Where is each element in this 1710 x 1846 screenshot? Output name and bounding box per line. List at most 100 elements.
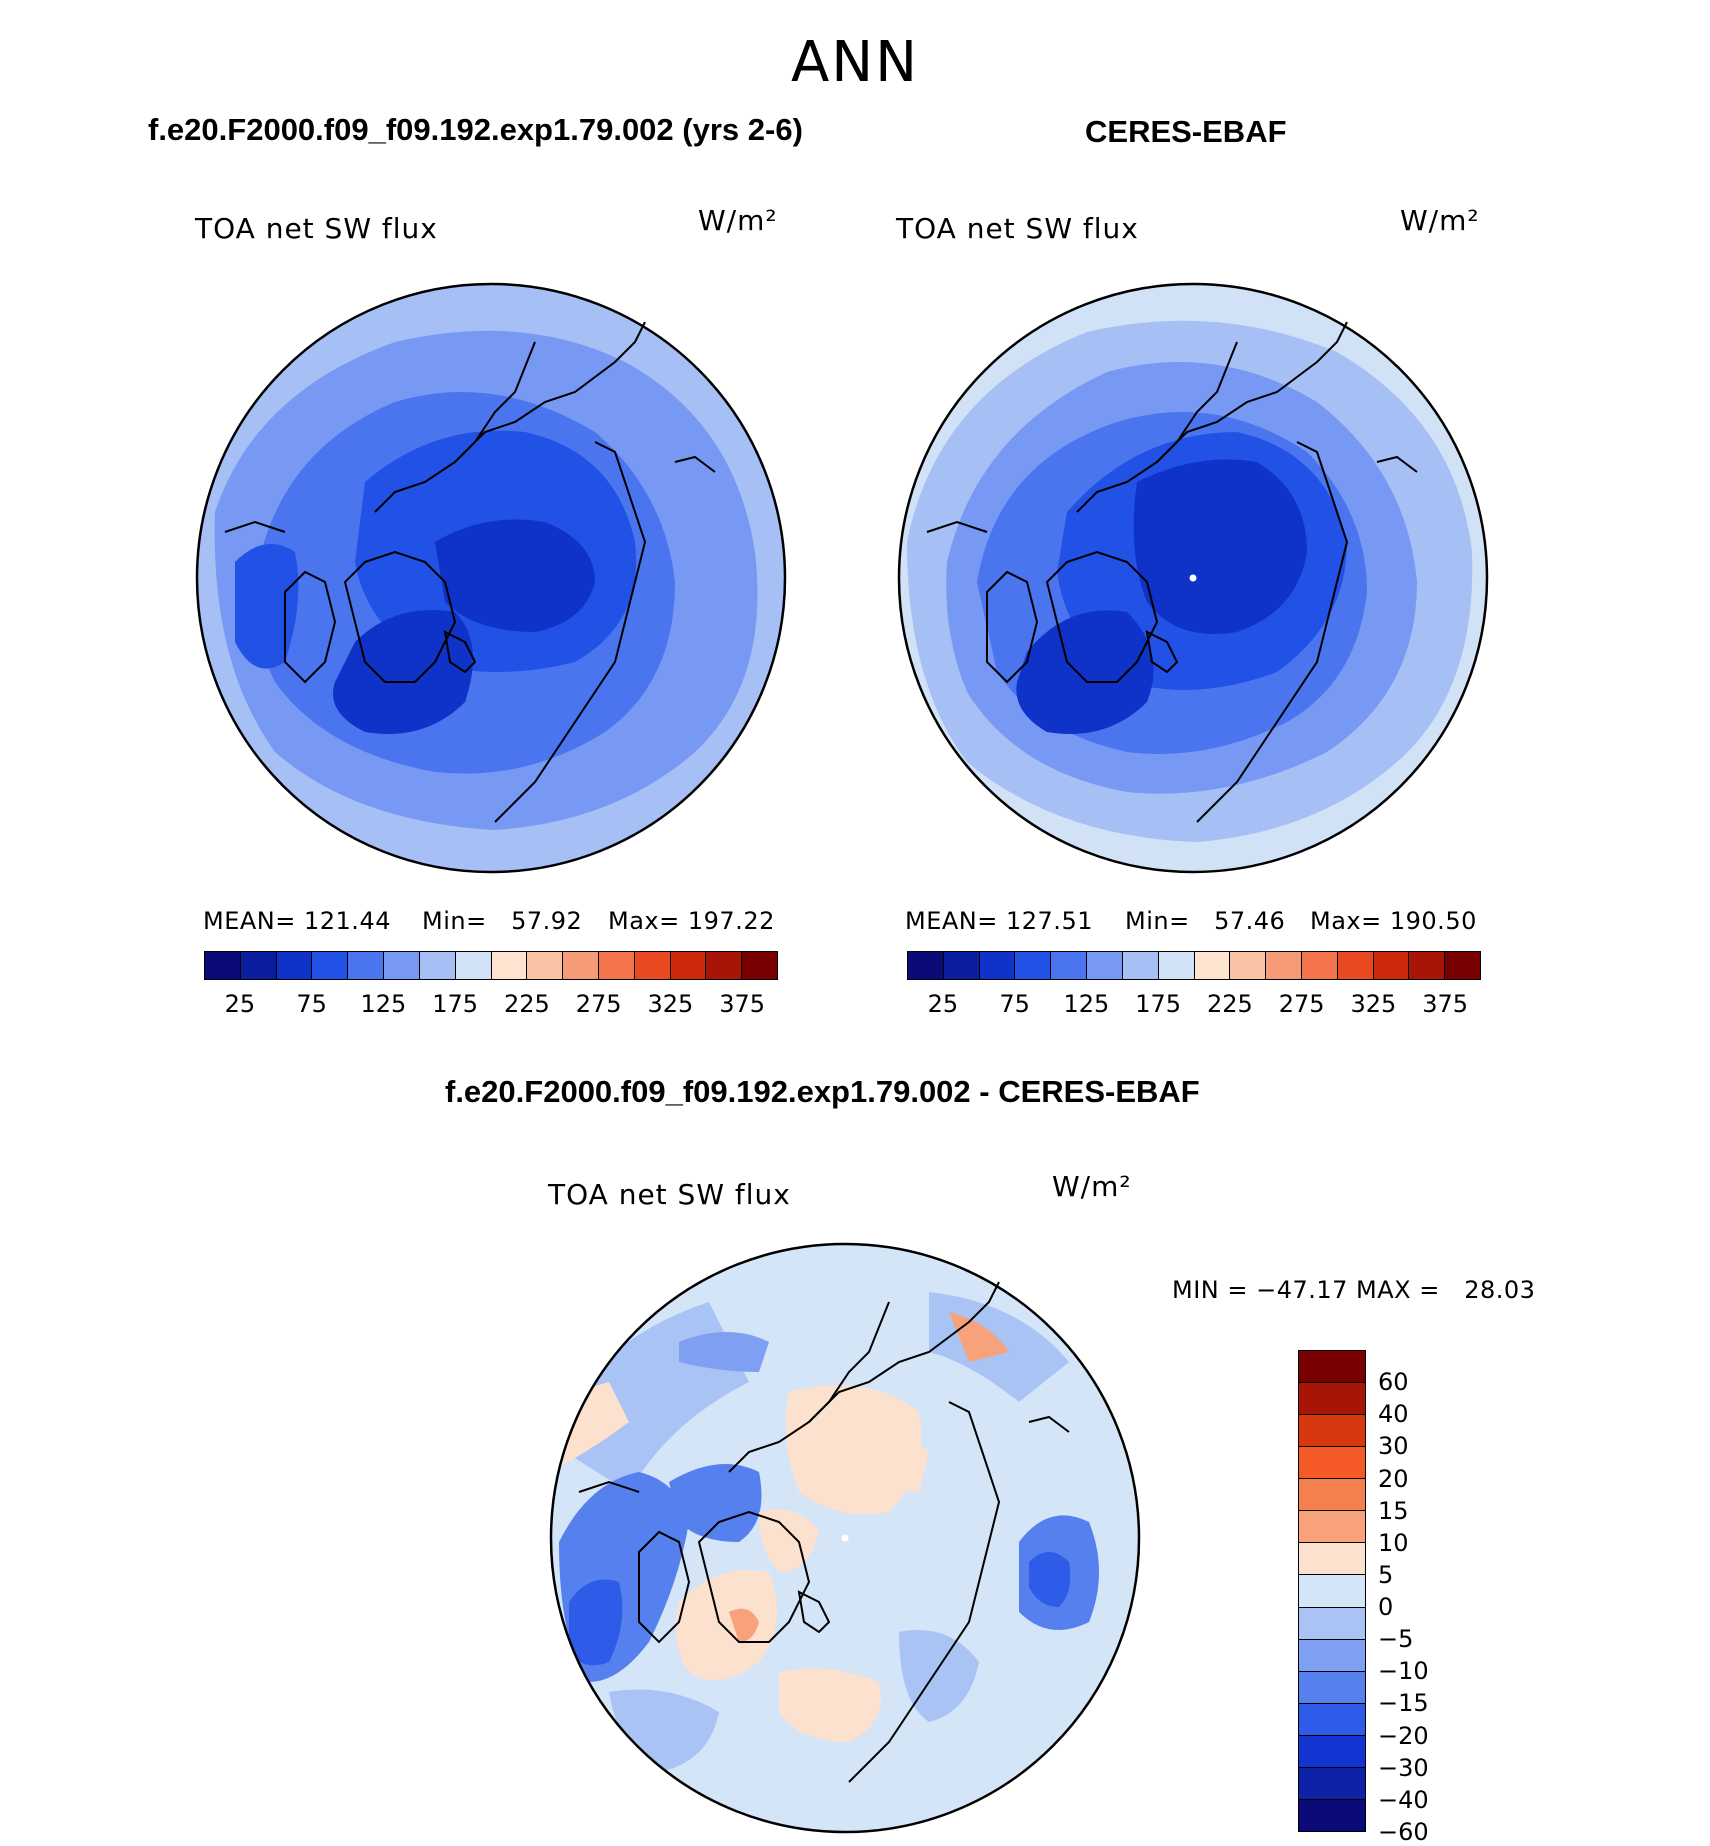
diff-colorbar-tick-label: 10 bbox=[1378, 1528, 1409, 1557]
obs-colorbar-swatch bbox=[1266, 952, 1302, 979]
obs-coastlines bbox=[926, 321, 1418, 823]
obs-colorbar-tick-label: 125 bbox=[1063, 990, 1110, 1018]
diff-polar-map bbox=[549, 1242, 1141, 1834]
diff-colorbar-tick-label: 60 bbox=[1378, 1368, 1409, 1397]
model-mean-stat: MEAN= 121.44 bbox=[203, 907, 391, 935]
model-colorbar-swatch bbox=[491, 952, 528, 979]
model-colorbar-swatch bbox=[527, 952, 564, 979]
diff-colorbar-tick-label: −40 bbox=[1378, 1785, 1429, 1814]
obs-colorbar-swatch bbox=[1230, 952, 1267, 979]
model-colorbar-swatch bbox=[455, 952, 492, 979]
obs-colorbar-swatch bbox=[1445, 952, 1480, 979]
diff-colorbar-tick-label: −5 bbox=[1378, 1625, 1414, 1654]
diff-colorbar bbox=[1298, 1350, 1366, 1832]
diff-colorbar-swatch bbox=[1299, 1415, 1365, 1448]
model-colorbar-swatch bbox=[348, 952, 385, 979]
model-map-border bbox=[195, 282, 787, 874]
obs-colorbar-swatch bbox=[1301, 952, 1338, 979]
obs-panel-title: CERES-EBAF bbox=[1085, 114, 1287, 149]
obs-colorbar-tick-label: 25 bbox=[927, 990, 959, 1018]
diff-colorbar-tick-label: −15 bbox=[1378, 1689, 1429, 1718]
model-colorbar bbox=[204, 951, 778, 980]
obs-pole-marker bbox=[1189, 574, 1197, 582]
obs-colorbar-tick-label: 325 bbox=[1350, 990, 1397, 1018]
obs-colorbar-swatch bbox=[1373, 952, 1410, 979]
obs-colorbar-swatch bbox=[943, 952, 980, 979]
model-colorbar-swatch bbox=[670, 952, 707, 979]
model-colorbar-ticks: 25 75 125 175 225 275 325 375 bbox=[204, 990, 778, 1020]
diff-colorbar-swatch bbox=[1299, 1703, 1365, 1736]
diff-colorbar-tick-label: 15 bbox=[1378, 1496, 1409, 1525]
obs-colorbar-swatch bbox=[1122, 952, 1159, 979]
diff-colorbar-swatch bbox=[1299, 1383, 1365, 1416]
obs-colorbar-swatch bbox=[1194, 952, 1231, 979]
diff-colorbar-tick-label: 20 bbox=[1378, 1464, 1409, 1493]
diff-colorbar-swatch bbox=[1299, 1639, 1365, 1672]
model-colorbar-tick-label: 275 bbox=[575, 990, 622, 1018]
obs-colorbar-swatch bbox=[1158, 952, 1195, 979]
model-colorbar-swatch bbox=[384, 952, 420, 979]
obs-units-label: W/m² bbox=[1400, 204, 1480, 237]
model-colorbar-tick-label: 25 bbox=[224, 990, 256, 1018]
obs-colorbar-swatch bbox=[1051, 952, 1088, 979]
model-colorbar-tick-label: 375 bbox=[719, 990, 766, 1018]
model-colorbar-tick-label: 225 bbox=[503, 990, 550, 1018]
obs-max-stat: Max= 190.50 bbox=[1310, 907, 1477, 935]
model-polar-map bbox=[195, 282, 787, 874]
model-colorbar-tick-label: 325 bbox=[647, 990, 694, 1018]
obs-colorbar-tick-label: 375 bbox=[1422, 990, 1469, 1018]
diff-map-border bbox=[549, 1242, 1141, 1834]
obs-colorbar-ticks: 25 75 125 175 225 275 325 375 bbox=[907, 990, 1481, 1020]
diff-variable-label: TOA net SW flux bbox=[548, 1178, 791, 1211]
model-min-stat: Min= 57.92 bbox=[422, 907, 583, 935]
diff-colorbar-tick-label: −60 bbox=[1378, 1818, 1429, 1846]
diff-colorbar-swatch bbox=[1299, 1479, 1365, 1512]
diff-colorbar-tick-label: −20 bbox=[1378, 1721, 1429, 1750]
diff-colorbar-swatch bbox=[1299, 1767, 1365, 1800]
obs-colorbar-swatch bbox=[908, 952, 944, 979]
obs-colorbar bbox=[907, 951, 1481, 980]
diff-pole-marker bbox=[841, 1534, 849, 1542]
model-colorbar-swatch bbox=[419, 952, 456, 979]
obs-polar-map bbox=[897, 282, 1489, 874]
diff-colorbar-ticks: 60 40 30 20 15 10 5 0 −5 −10 −15 −20 −30 −40 −60 bbox=[1378, 1350, 1478, 1846]
obs-mean-stat: MEAN= 127.51 bbox=[905, 907, 1093, 935]
diff-colorbar-tick-label: 0 bbox=[1378, 1593, 1394, 1622]
obs-min-stat: Min= 57.46 bbox=[1125, 907, 1286, 935]
model-colorbar-swatch bbox=[240, 952, 277, 979]
model-colorbar-swatch bbox=[706, 952, 743, 979]
diff-colorbar-swatch bbox=[1299, 1351, 1365, 1384]
diff-colorbar-swatch bbox=[1299, 1735, 1365, 1768]
model-colorbar-tick-label: 125 bbox=[360, 990, 407, 1018]
obs-colorbar-tick-label: 225 bbox=[1206, 990, 1253, 1018]
obs-colorbar-swatch bbox=[979, 952, 1016, 979]
diff-units-label: W/m² bbox=[1052, 1170, 1132, 1203]
model-colorbar-swatch bbox=[598, 952, 635, 979]
diff-colorbar-swatch bbox=[1299, 1799, 1365, 1831]
model-units-label: W/m² bbox=[698, 204, 778, 237]
figure-title: ANN bbox=[790, 30, 920, 95]
diff-coastlines bbox=[578, 1281, 1070, 1783]
model-colorbar-swatch bbox=[634, 952, 671, 979]
diff-panel-title: f.e20.F2000.f09_f09.192.exp1.79.002 - CE… bbox=[445, 1074, 1200, 1109]
diff-colorbar-swatch bbox=[1299, 1447, 1365, 1480]
obs-colorbar-swatch bbox=[1015, 952, 1052, 979]
diff-colorbar-tick-label: 30 bbox=[1378, 1432, 1409, 1461]
diff-colorbar-swatch bbox=[1299, 1575, 1365, 1608]
model-colorbar-tick-label: 75 bbox=[296, 990, 327, 1018]
model-colorbar-tick-label: 175 bbox=[432, 990, 479, 1018]
obs-colorbar-swatch bbox=[1409, 952, 1446, 979]
diff-colorbar-tick-label: −10 bbox=[1378, 1657, 1429, 1686]
obs-variable-label: TOA net SW flux bbox=[896, 212, 1139, 245]
obs-colorbar-swatch bbox=[1087, 952, 1123, 979]
diff-colorbar-tick-label: −30 bbox=[1378, 1753, 1429, 1782]
model-panel-title: f.e20.F2000.f09_f09.192.exp1.79.002 (yrs… bbox=[148, 112, 803, 147]
diff-colorbar-swatch bbox=[1299, 1607, 1365, 1640]
obs-map-border bbox=[897, 282, 1489, 874]
model-colorbar-swatch bbox=[312, 952, 349, 979]
diff-colorbar-tick-label: 5 bbox=[1378, 1560, 1394, 1589]
diff-colorbar-tick-label: 40 bbox=[1378, 1400, 1409, 1429]
model-colorbar-swatch bbox=[205, 952, 241, 979]
model-colorbar-swatch bbox=[563, 952, 599, 979]
model-variable-label: TOA net SW flux bbox=[195, 212, 438, 245]
